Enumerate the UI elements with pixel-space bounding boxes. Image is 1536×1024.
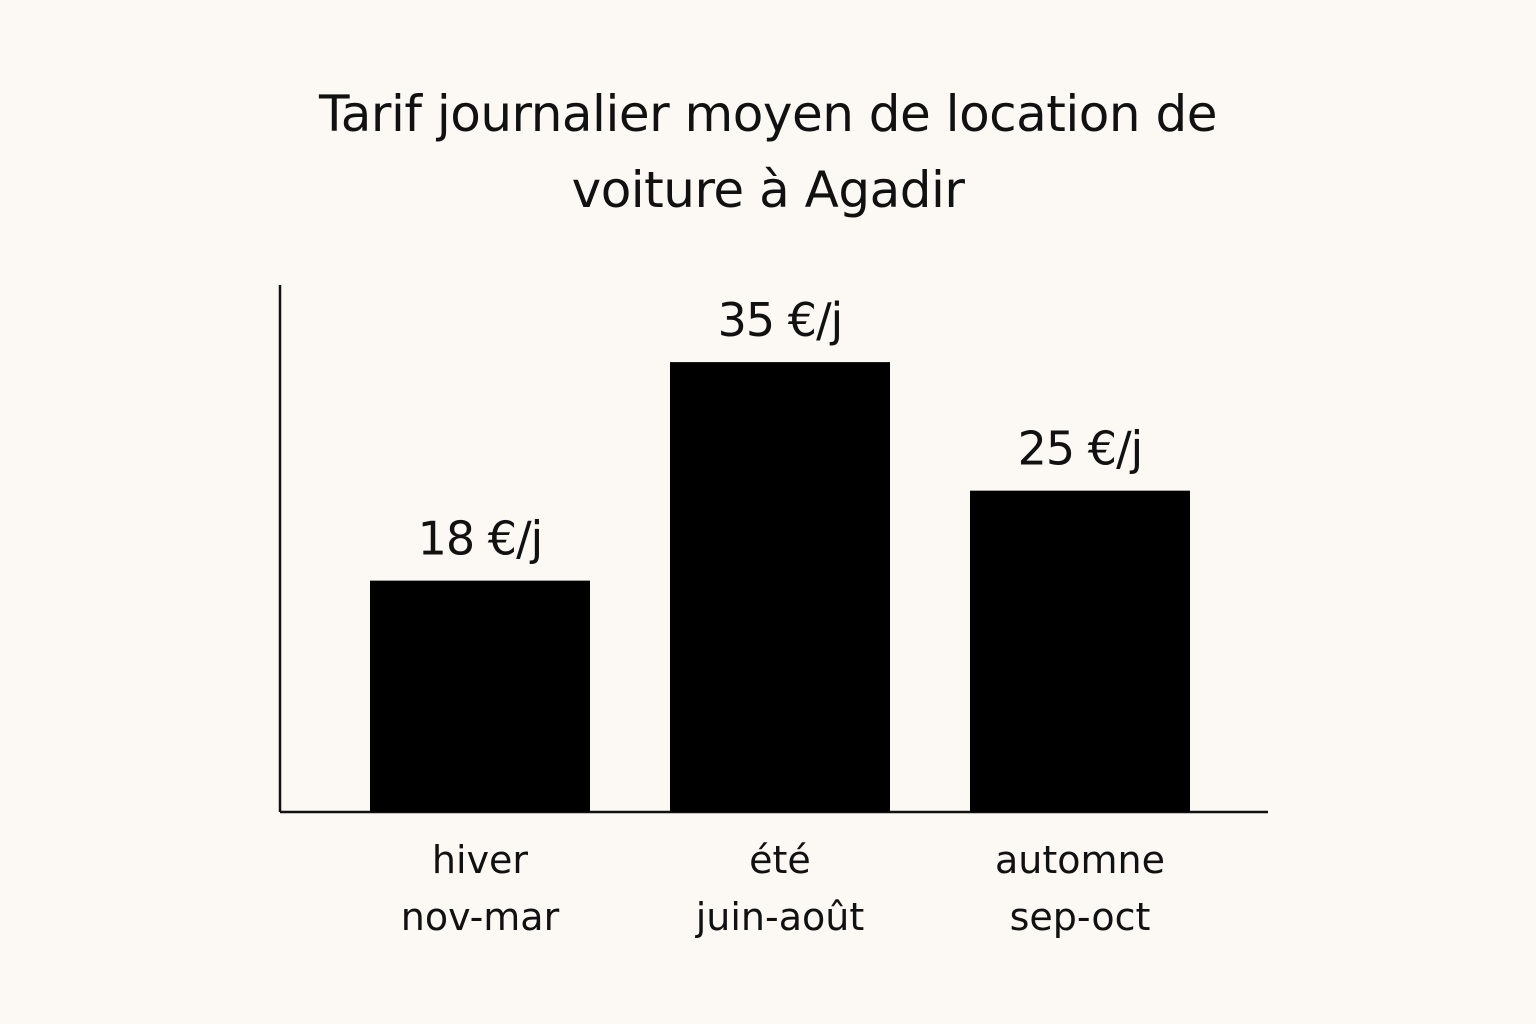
bar	[370, 580, 590, 812]
chart-title: Tarif journalier moyen de location de vo…	[319, 85, 1217, 219]
x-tick-label: été juin-août	[695, 838, 865, 939]
x-tick-label: hiver nov-mar	[400, 838, 560, 939]
bar	[970, 490, 1190, 812]
bar	[670, 362, 890, 812]
value-label: 35 €/j	[718, 293, 843, 347]
value-label: 18 €/j	[418, 512, 543, 566]
x-tick-label: automne sep-oct	[995, 838, 1165, 939]
value-label: 25 €/j	[1018, 422, 1143, 476]
